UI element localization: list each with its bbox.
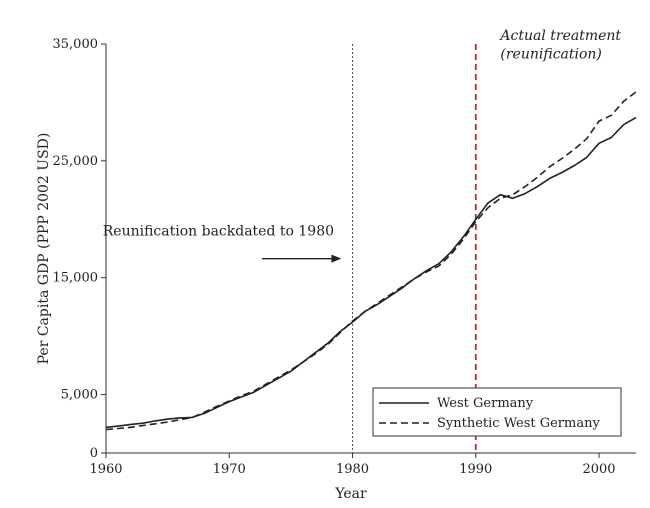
- x-tick-label: 1980: [336, 462, 369, 477]
- y-tick-label: 15,000: [53, 271, 99, 286]
- x-tick-label: 1990: [459, 462, 492, 477]
- legend: West Germany Synthetic West Germany: [372, 387, 622, 437]
- series-group: [105, 91, 637, 431]
- x-axis-title: Year: [334, 486, 367, 502]
- annotations: Reunification backdated to 1980 Actual tr…: [103, 28, 621, 263]
- series-line-synthetic-west-germany: [105, 91, 637, 431]
- y-tick-label: 0: [90, 446, 98, 461]
- series-line-west-germany: [105, 116, 637, 429]
- annotation-actual-treatment: Actual treatment: [498, 28, 621, 44]
- axes: 0 5,000 15,000 25,000 35,000 1960 1970 1980 1990…: [36, 37, 636, 502]
- annotation-backdated: Reunification backdated to 1980: [103, 224, 334, 240]
- legend-label: Synthetic West Germany: [437, 416, 600, 431]
- legend-label: West Germany: [437, 396, 534, 411]
- x-tick-label: 2000: [582, 462, 615, 477]
- reference-lines: [352, 44, 477, 453]
- y-tick-label: 5,000: [61, 388, 98, 403]
- y-tick-label: 35,000: [53, 37, 99, 52]
- annotation-arrow-head: [331, 254, 342, 263]
- y-axis-title: Per Capita GDP (PPP 2002 USD): [36, 133, 52, 365]
- annotation-reunification: (reunification): [500, 47, 601, 63]
- x-tick-label: 1970: [213, 462, 246, 477]
- x-tick-label: 1960: [89, 462, 122, 477]
- legend-box: [372, 387, 622, 437]
- y-tick-label: 25,000: [53, 154, 99, 169]
